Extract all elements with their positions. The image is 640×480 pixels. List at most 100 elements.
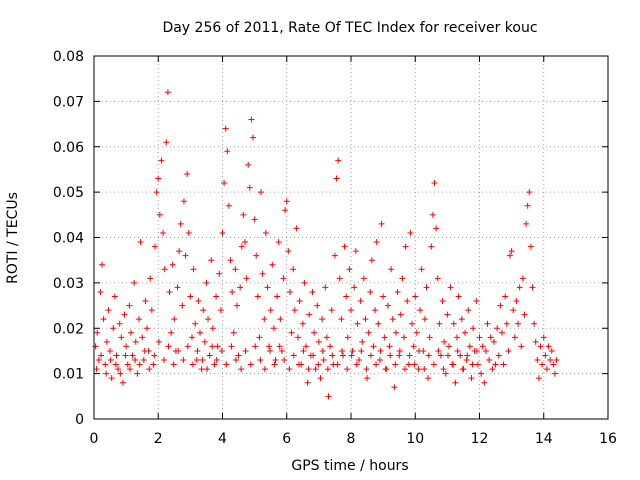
data-point (137, 239, 144, 246)
data-point (224, 148, 231, 155)
data-point (139, 334, 146, 341)
data-point (213, 357, 220, 364)
data-point (338, 316, 345, 323)
data-point (481, 379, 488, 386)
data-point (407, 229, 414, 236)
data-point (333, 175, 340, 182)
data-point (465, 307, 472, 314)
y-tick-label: 0 (75, 412, 84, 428)
data-point (526, 189, 533, 196)
data-point (258, 189, 265, 196)
y-tick-label: 0.03 (53, 276, 84, 292)
data-point (378, 220, 385, 227)
data-point (454, 347, 461, 354)
data-point (539, 361, 546, 368)
data-point (97, 288, 104, 295)
data-point (132, 357, 139, 364)
data-point (161, 357, 168, 364)
data-point (261, 316, 268, 323)
data-point (502, 293, 509, 300)
x-tick-label: 6 (282, 431, 291, 447)
data-point (171, 316, 178, 323)
data-point (527, 243, 534, 250)
data-point (324, 366, 331, 373)
data-point (375, 320, 382, 327)
data-point (423, 284, 430, 291)
data-point (543, 366, 550, 373)
data-point (199, 357, 206, 364)
data-point (243, 275, 250, 282)
data-point (201, 338, 208, 345)
data-point (119, 379, 126, 386)
data-point (240, 211, 247, 218)
data-point (152, 243, 159, 250)
data-point (454, 334, 461, 341)
data-point (111, 293, 118, 300)
data-point (425, 352, 432, 359)
data-point (229, 288, 236, 295)
data-point (248, 116, 255, 123)
data-point (259, 270, 266, 277)
x-tick-label: 4 (218, 431, 227, 447)
data-point (179, 302, 186, 309)
data-point (118, 334, 125, 341)
data-point (293, 225, 300, 232)
data-point (457, 352, 464, 359)
data-point (223, 361, 230, 368)
data-point (550, 361, 557, 368)
data-point (540, 334, 547, 341)
data-point (127, 329, 134, 336)
data-point (131, 279, 138, 286)
data-point (412, 293, 419, 300)
data-point (151, 352, 158, 359)
y-tick-label: 0.05 (53, 185, 84, 201)
data-point (153, 189, 160, 196)
data-point (206, 352, 213, 359)
data-point (494, 325, 501, 332)
data-point (322, 284, 329, 291)
data-point (500, 361, 507, 368)
data-point (102, 361, 109, 368)
data-point (216, 270, 223, 277)
data-point (459, 366, 466, 373)
data-point (281, 357, 288, 364)
data-point (339, 352, 346, 359)
data-point (397, 311, 404, 318)
data-point (441, 338, 448, 345)
data-point (242, 347, 249, 354)
data-point (209, 343, 216, 350)
data-point (396, 352, 403, 359)
data-point (221, 180, 228, 187)
data-point (521, 311, 528, 318)
data-point (402, 243, 409, 250)
data-point (450, 320, 457, 327)
data-point (410, 343, 417, 350)
data-point (187, 293, 194, 300)
data-point (163, 139, 170, 146)
data-point (442, 370, 449, 377)
data-point (126, 302, 133, 309)
data-point (392, 361, 399, 368)
data-point (189, 361, 196, 368)
data-point (217, 307, 224, 314)
data-point (180, 198, 187, 205)
data-point (94, 329, 101, 336)
data-point (435, 347, 442, 354)
data-point (135, 316, 142, 323)
data-point (277, 316, 284, 323)
data-point (344, 334, 351, 341)
data-point (445, 343, 452, 350)
data-point (553, 357, 560, 364)
data-point (413, 329, 420, 336)
data-point (452, 379, 459, 386)
data-point (381, 334, 388, 341)
data-point (476, 334, 483, 341)
data-point (256, 334, 263, 341)
data-point (545, 343, 552, 350)
data-point (107, 347, 114, 354)
data-point (294, 334, 301, 341)
data-point (108, 375, 115, 382)
data-point (315, 338, 322, 345)
data-point (382, 366, 389, 373)
